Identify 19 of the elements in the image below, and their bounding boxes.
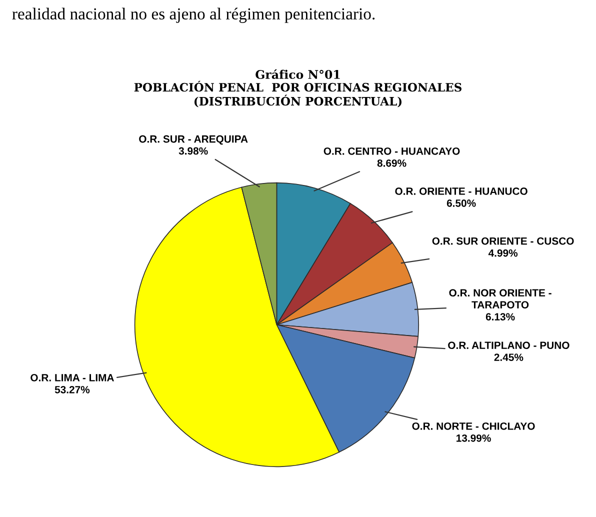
- slice-label: O.R. SUR - AREQUIPA: [139, 135, 248, 145]
- slice-label: O.R. SUR ORIENTE - CUSCO: [432, 237, 574, 245]
- data-label: 6.13%: [486, 313, 515, 320]
- chart-title: Gráfico N°01: [256, 69, 340, 79]
- data-label: 3.98%: [178, 147, 208, 155]
- slice-label: O.R. ALTIPLANO - PUNO: [448, 342, 570, 350]
- slice-label: O.R. NOR ORIENTE - TARAPOTO: [449, 289, 552, 308]
- slice-label: O.R. LIMA - LIMA: [30, 374, 114, 382]
- slice-label: O.R. ORIENTE - HUANUCO: [395, 188, 528, 195]
- data-label: 13.99%: [456, 434, 491, 442]
- slice-label: O.R. NORTE - CHICLAYO: [412, 422, 535, 430]
- slice-label: O.R. CENTRO - HUANCAYO: [324, 147, 460, 155]
- chart-subtitle: POBLACIÓN PENAL POR OFICINAS REGIONALES (DISTRIBUCIÓN PORCENTUAL): [134, 80, 462, 108]
- data-label: 53.27%: [54, 386, 90, 394]
- data-label: 6.50%: [446, 200, 476, 207]
- data-label: 8.69%: [377, 159, 406, 167]
- data-label: 2.45%: [494, 354, 524, 361]
- data-label: 4.99%: [488, 249, 518, 257]
- text: realidad nacional no es ajeno al régimen penitenciario.: [12, 8, 375, 23]
